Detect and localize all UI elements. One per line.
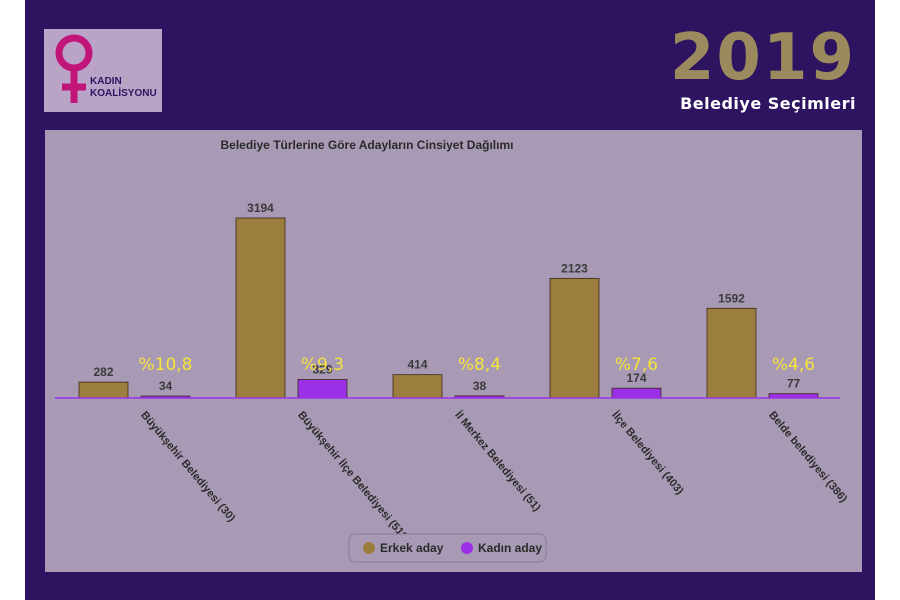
value-label: 414 [407, 358, 427, 372]
legend-item-kadin-swatch [461, 542, 473, 554]
value-label: 282 [93, 365, 113, 379]
category-label: İl Merkez Belediyesi (51) [452, 409, 544, 515]
logo-line-2: KOALİSYONU [90, 88, 157, 99]
year-title: 2019 [669, 21, 856, 95]
value-label: 77 [787, 377, 801, 391]
female-symbol-icon [55, 34, 93, 103]
percent-annotation: %9,3 [301, 355, 344, 375]
bar-kadin [611, 387, 662, 399]
bar-chart: Belediye Türlerine Göre Adayların Cinsiy… [55, 138, 849, 563]
value-label: 1592 [718, 291, 745, 305]
category-label: İlçe Belediyesi (403) [609, 409, 686, 498]
logo: KADIN KOALİSYONU [44, 29, 162, 112]
category-label: Büyükşehir İlçe Belediyesi (519) [295, 409, 413, 546]
bar-erkek [78, 381, 129, 399]
value-label: 34 [159, 379, 173, 393]
bar-kadin [297, 379, 348, 399]
legend-box [348, 533, 547, 563]
subtitle: Belediye Seçimleri [680, 94, 856, 113]
category-label: Büyükşehir Belediyesi (30) [138, 409, 237, 524]
logo-line-1: KADIN [90, 76, 122, 87]
value-label: 2123 [561, 261, 588, 275]
bar-erkek [706, 307, 757, 399]
bar-erkek [392, 374, 443, 399]
legend-item-erkek-label: Erkek aday [380, 541, 444, 555]
value-label: 329 [312, 362, 332, 376]
value-label: 38 [473, 379, 487, 393]
legend-item-erkek-swatch [363, 542, 375, 554]
bar-erkek [235, 217, 286, 399]
percent-annotation: %8,4 [458, 355, 501, 375]
percent-annotation: %7,6 [615, 355, 658, 375]
percent-annotation: %10,8 [138, 355, 192, 375]
percent-annotation: %4,6 [772, 355, 815, 375]
legend-item-kadin-label: Kadın aday [478, 541, 542, 555]
value-label: 3194 [247, 201, 274, 215]
category-label: Belde belediyesi (386) [766, 409, 849, 505]
chart-title: Belediye Türlerine Göre Adayların Cinsiy… [221, 138, 514, 152]
value-label: 174 [626, 371, 646, 385]
bar-erkek [549, 277, 600, 399]
